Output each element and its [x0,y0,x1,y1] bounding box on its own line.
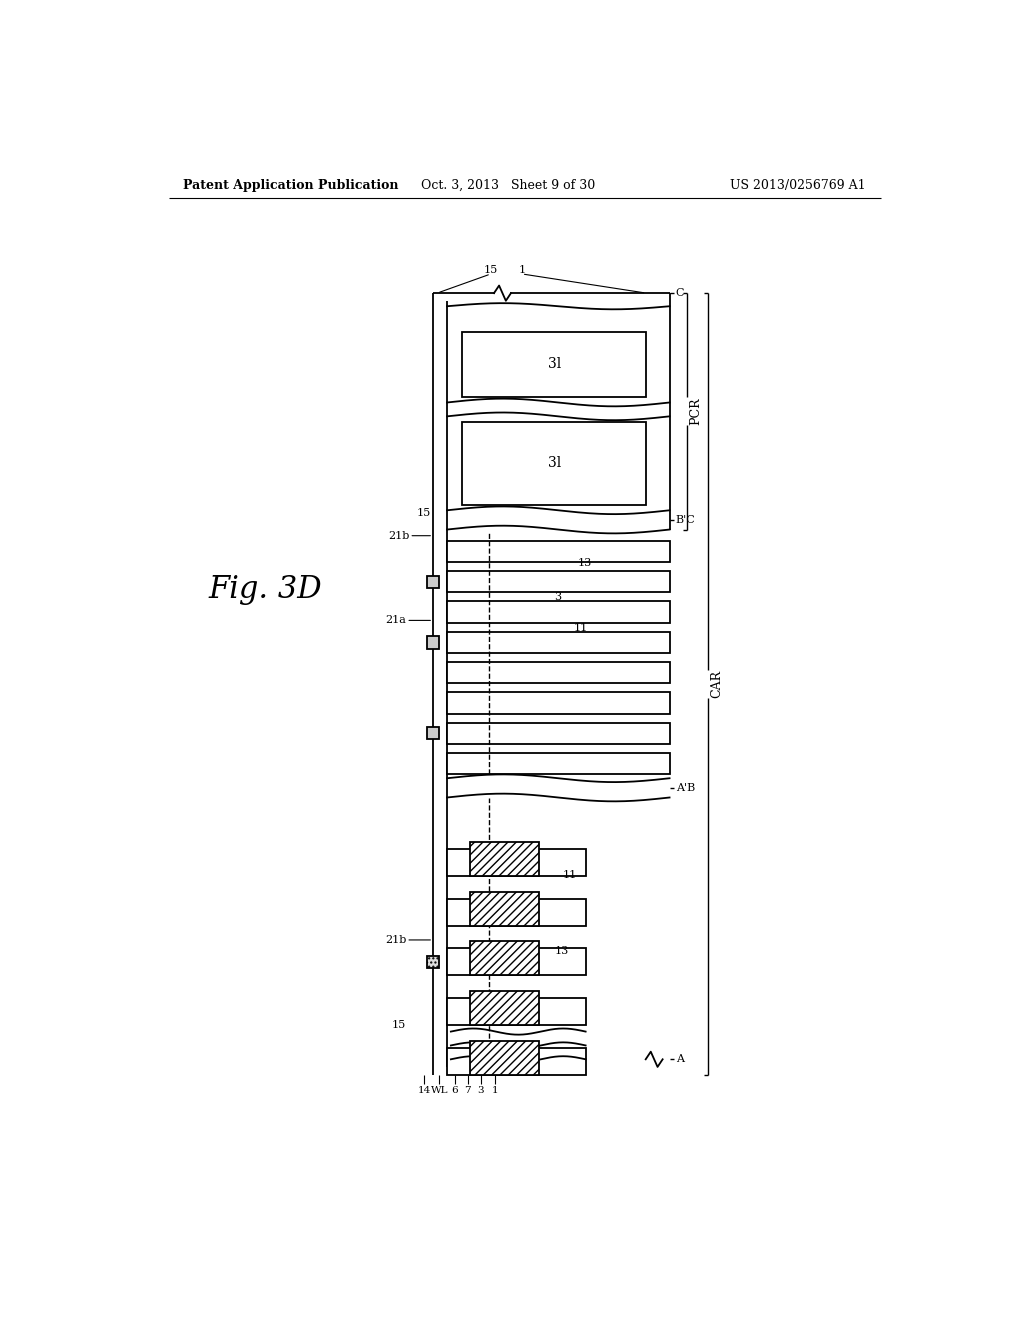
Text: 1: 1 [518,265,525,275]
Text: CAR: CAR [710,669,723,698]
Text: WL: WL [430,1085,449,1094]
Bar [470,941,540,975]
Text: 11: 11 [573,623,588,634]
Text: Patent Application Publication: Patent Application Publication [183,178,398,191]
Text: 13: 13 [578,557,592,568]
Text: 6: 6 [452,1085,458,1094]
Text: 15: 15 [417,508,431,517]
Bar [447,752,670,775]
Text: 13: 13 [555,946,569,957]
Text: 1: 1 [492,1085,498,1094]
Bar [447,998,586,1026]
Text: C: C [676,288,684,298]
Text: 3: 3 [554,593,561,602]
Text: 3: 3 [477,1085,484,1094]
Text: 3l: 3l [548,358,561,371]
Bar [470,1040,540,1074]
Text: A'B: A'B [676,783,695,793]
Bar [427,956,439,968]
Bar [447,541,670,562]
Text: 15: 15 [483,265,498,275]
Text: 14: 14 [418,1085,430,1094]
Bar [470,991,540,1026]
Bar [447,572,670,593]
Text: 7: 7 [465,1085,471,1094]
Bar [427,576,439,587]
Bar [447,849,586,876]
Bar [463,331,646,397]
Bar [470,842,540,876]
Bar [447,948,586,975]
Text: US 2013/0256769 A1: US 2013/0256769 A1 [730,178,866,191]
Bar [463,422,646,506]
Bar [470,892,540,925]
Bar [427,727,439,739]
Text: 21b: 21b [388,531,410,541]
Text: 15: 15 [392,1019,407,1030]
Bar [447,1048,586,1074]
Text: 3l: 3l [548,457,561,470]
Bar [447,661,670,684]
Bar [447,631,670,653]
Bar [427,636,439,648]
Text: Oct. 3, 2013   Sheet 9 of 30: Oct. 3, 2013 Sheet 9 of 30 [421,178,595,191]
Bar [447,601,670,623]
Bar [447,692,670,714]
Text: 21a: 21a [385,615,407,626]
Bar [447,722,670,744]
Bar [447,899,586,925]
Text: 11: 11 [562,870,577,879]
Text: 21b: 21b [385,935,407,945]
Text: B'C: B'C [676,515,695,525]
Text: Fig. 3D: Fig. 3D [209,574,323,605]
Text: PCR: PCR [689,397,702,425]
Text: A: A [676,1055,684,1064]
